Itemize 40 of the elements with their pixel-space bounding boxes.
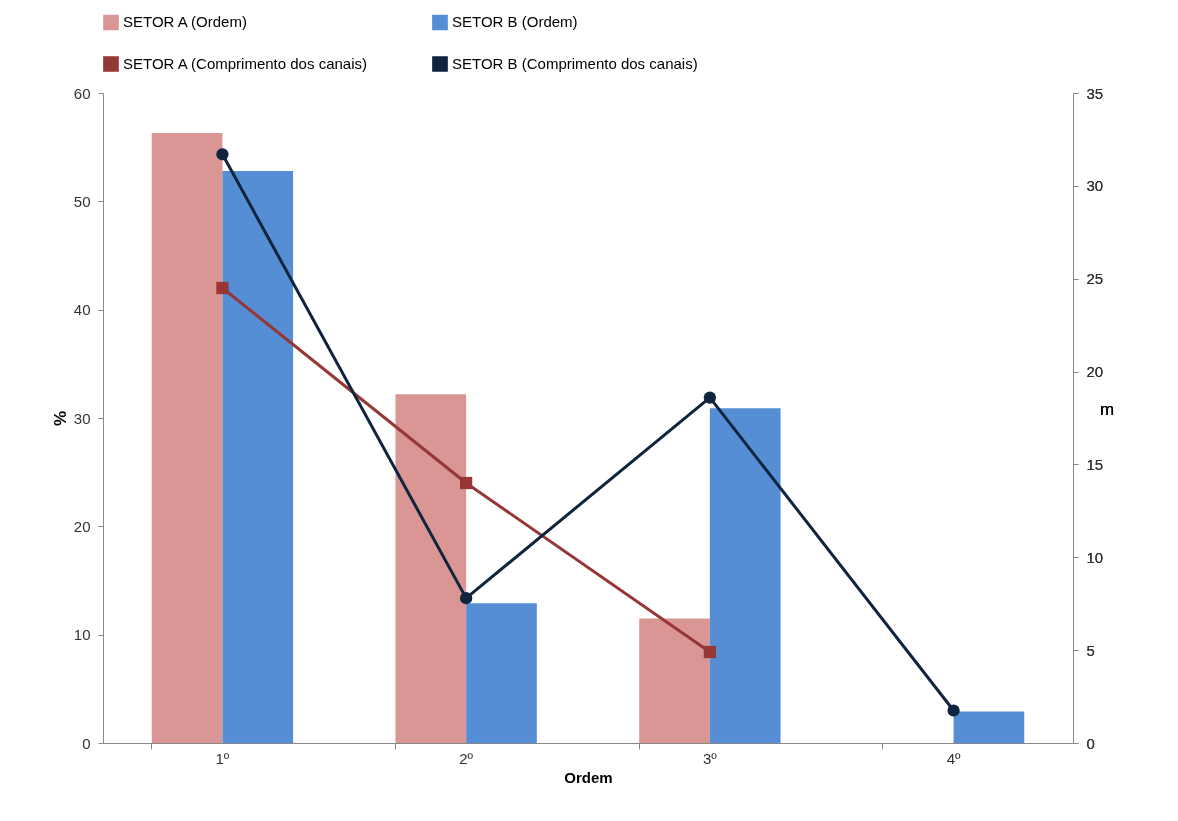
bar: [953, 711, 1025, 743]
y2-tick-label: 35: [1086, 84, 1104, 102]
y2-tick-label: 20: [1086, 363, 1104, 381]
bar: [709, 408, 781, 743]
x-tick-label: 4º: [946, 749, 962, 767]
y2-tick-label: 5: [1086, 641, 1095, 659]
legend-label: SETOR A (Comprimento dos canais): [123, 55, 367, 72]
bar: [222, 171, 294, 743]
y2-tick-label: 10: [1086, 548, 1104, 566]
y-tick-label: 60: [73, 84, 91, 102]
point: [703, 645, 716, 659]
y-tick-label: 50: [73, 192, 91, 210]
point: [460, 476, 473, 490]
x-axis-title: Ordem: [564, 768, 613, 786]
legend-label: SETOR B (Comprimento dos canais): [452, 55, 698, 72]
point: [947, 704, 960, 717]
bar: [466, 603, 537, 743]
y-tick-label: 30: [73, 409, 91, 427]
point: [703, 391, 716, 404]
y2-tick-label: 25: [1086, 270, 1104, 288]
y-tick-label: 40: [73, 301, 91, 319]
bar: [151, 133, 223, 743]
y-tick-label: 10: [73, 626, 91, 644]
legend-label: SETOR A (Ordem): [123, 13, 247, 31]
x-tick-label: 1º: [215, 749, 230, 767]
point: [216, 148, 229, 161]
y-axis-title: %: [50, 410, 70, 427]
bar: [639, 618, 710, 743]
y2-tick-label: 15: [1086, 455, 1104, 473]
point: [460, 592, 473, 605]
x-tick-label: 3º: [702, 749, 718, 767]
y-tick-label: 20: [73, 517, 91, 535]
point: [216, 281, 229, 295]
legend-label: SETOR B (Ordem): [452, 13, 578, 31]
x-tick-label: 2º: [459, 749, 474, 767]
y2-axis-title: m: [1100, 399, 1115, 419]
y2-tick-label: 30: [1086, 177, 1104, 195]
bar: [395, 394, 467, 743]
y2-tick-label: 0: [1086, 734, 1095, 752]
y-tick-label: 0: [82, 734, 91, 752]
